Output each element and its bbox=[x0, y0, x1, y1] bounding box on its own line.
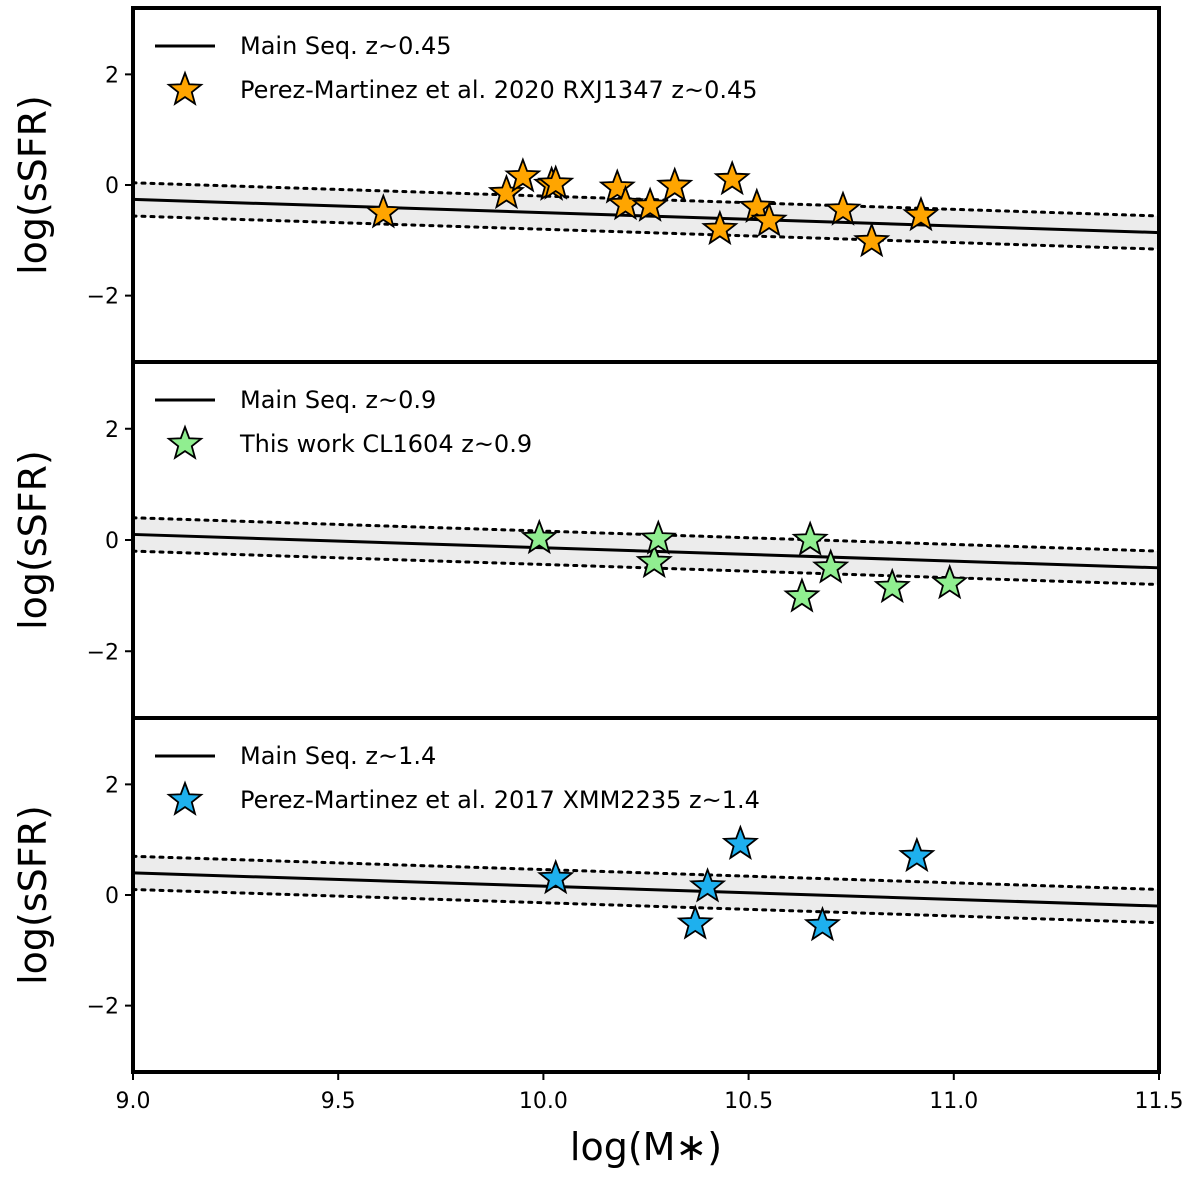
data-point-star bbox=[931, 563, 969, 600]
legend-label-series: This work CL1604 z~0.9 bbox=[239, 430, 532, 458]
y-tick-label: −2 bbox=[87, 285, 119, 310]
legend-star-swatch bbox=[166, 780, 204, 816]
data-point-star bbox=[639, 519, 677, 555]
data-point-star bbox=[873, 567, 911, 604]
y-tick-label: 0 bbox=[105, 174, 119, 199]
data-point-star bbox=[631, 186, 669, 222]
data-point-star bbox=[606, 184, 645, 221]
y-axis-label: log(sSFR) bbox=[11, 95, 55, 275]
data-point-star bbox=[701, 209, 739, 246]
legend-label-main-sequence: Main Seq. z~1.4 bbox=[240, 742, 436, 770]
x-tick-label: 11.0 bbox=[929, 1089, 978, 1114]
y-tick-label: 0 bbox=[105, 529, 119, 554]
main-sequence-line bbox=[132, 532, 1160, 570]
data-point-star bbox=[713, 159, 751, 196]
data-point-star bbox=[537, 164, 575, 200]
panel-frame bbox=[131, 6, 1161, 364]
data-point-star bbox=[656, 166, 694, 202]
data-point-star bbox=[738, 187, 776, 223]
y-axis-label: log(sSFR) bbox=[11, 450, 55, 630]
data-point-star bbox=[750, 201, 788, 237]
data-point-star bbox=[791, 520, 829, 556]
legend-label-main-sequence: Main Seq. z~0.45 bbox=[240, 32, 452, 60]
legend-star-swatch bbox=[166, 424, 204, 460]
data-point-star bbox=[364, 193, 402, 229]
y-tick-label: 0 bbox=[105, 884, 119, 909]
legend-star-swatch bbox=[166, 70, 204, 106]
data-point-star bbox=[898, 836, 936, 873]
legend-label-main-sequence: Main Seq. z~0.9 bbox=[240, 386, 436, 414]
y-tick-label: 2 bbox=[105, 773, 119, 798]
data-point-star bbox=[676, 904, 714, 940]
panel-frame bbox=[131, 716, 1161, 1074]
x-tick-label: 11.5 bbox=[1135, 1089, 1184, 1114]
x-tick-label: 10.0 bbox=[519, 1089, 568, 1114]
main-sequence-line bbox=[132, 871, 1160, 908]
y-tick-label: −2 bbox=[87, 995, 119, 1020]
data-point-star bbox=[487, 173, 526, 210]
y-tick-label: 2 bbox=[105, 63, 119, 88]
main-sequence-lower-bound bbox=[131, 887, 1161, 925]
data-point-star bbox=[688, 867, 727, 903]
data-point-star bbox=[902, 195, 940, 232]
data-point-star bbox=[803, 905, 842, 942]
y-axis-label: log(sSFR) bbox=[11, 805, 55, 985]
x-axis-label: log(M∗) bbox=[570, 1125, 722, 1169]
data-point-star bbox=[721, 824, 760, 860]
data-point-star bbox=[853, 221, 891, 258]
x-tick-label: 9.5 bbox=[321, 1089, 356, 1114]
legend-label-series: Perez-Martinez et al. 2020 RXJ1347 z~0.4… bbox=[240, 76, 758, 104]
data-point-star bbox=[635, 542, 673, 579]
y-tick-label: 2 bbox=[105, 418, 119, 443]
data-point-star bbox=[783, 577, 821, 613]
data-point-star bbox=[812, 548, 850, 584]
data-point-star bbox=[520, 518, 558, 555]
data-point-star bbox=[504, 157, 542, 193]
y-tick-label: −2 bbox=[87, 640, 119, 665]
x-tick-label: 10.5 bbox=[724, 1089, 773, 1114]
legend-label-series: Perez-Martinez et al. 2017 XMM2235 z~1.4 bbox=[240, 786, 760, 814]
main-sequence-lower-bound bbox=[131, 214, 1161, 251]
data-point-star bbox=[824, 190, 862, 226]
main-sequence-upper-bound bbox=[131, 854, 1161, 891]
x-tick-label: 9.0 bbox=[116, 1089, 151, 1114]
data-point-star bbox=[598, 168, 636, 204]
data-point-star bbox=[537, 858, 575, 895]
